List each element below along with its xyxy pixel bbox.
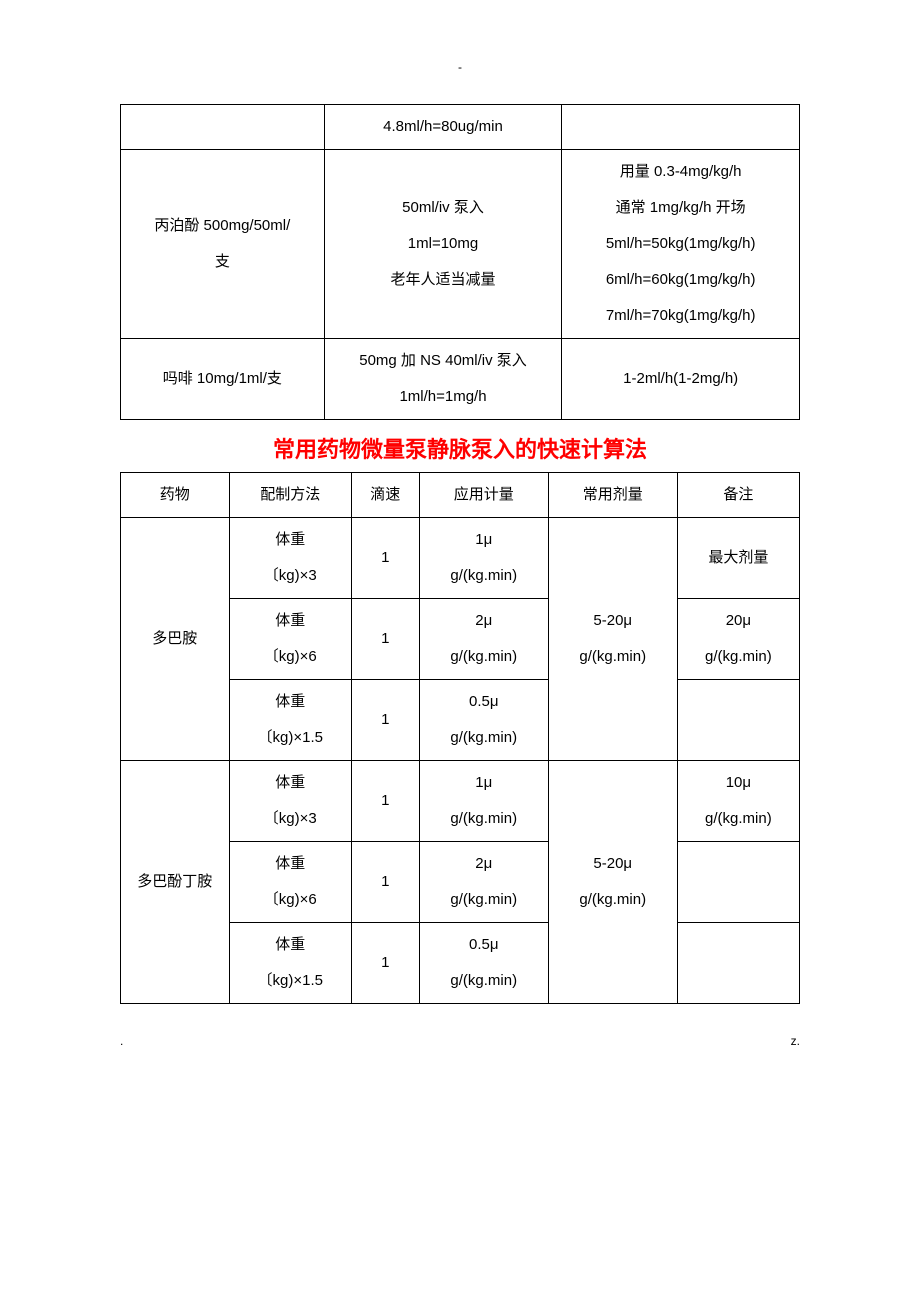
section-heading: 常用药物微量泵静脉泵入的快速计算法 [120,432,800,464]
table-cell: 20μ g/(kg.min) [677,599,799,680]
table-cell: 1 [351,680,419,761]
table-cell: 用量 0.3-4mg/kg/h 通常 1mg/kg/h 开场 5ml/h=50k… [562,150,800,339]
table-header: 药物 [121,473,230,518]
table-row: 丙泊酚 500mg/50ml/ 支 50ml/iv 泵入 1ml=10mg 老年… [121,150,800,339]
table-cell: 体重 〔kg)×3 [229,518,351,599]
table-cell: 1 [351,761,419,842]
table-header: 常用剂量 [548,473,677,518]
table-row: 多巴酚丁胺 体重 〔kg)×3 1 1μ g/(kg.min) 5-20μ g/… [121,761,800,842]
table-cell: 最大剂量 [677,518,799,599]
page-bottom-right-mark: z. [791,1034,800,1048]
table-cell: 2μ g/(kg.min) [419,842,548,923]
table-cell: 1 [351,923,419,1004]
table-cell [677,842,799,923]
table-cell: 1-2ml/h(1-2mg/h) [562,339,800,420]
drug-name-cell: 多巴酚丁胺 [121,761,230,1004]
table-header: 应用计量 [419,473,548,518]
table-cell: 50ml/iv 泵入 1ml=10mg 老年人适当减量 [324,150,562,339]
table-header-row: 药物 配制方法 滴速 应用计量 常用剂量 备注 [121,473,800,518]
table-cell [121,105,325,150]
table-cell: 0.5μ g/(kg.min) [419,680,548,761]
table-header: 配制方法 [229,473,351,518]
table-cell: 0.5μ g/(kg.min) [419,923,548,1004]
table-cell: 丙泊酚 500mg/50ml/ 支 [121,150,325,339]
table-cell [677,680,799,761]
table-cell: 10μ g/(kg.min) [677,761,799,842]
table-1: 4.8ml/h=80ug/min 丙泊酚 500mg/50ml/ 支 50ml/… [120,104,800,420]
table-cell: 吗啡 10mg/1ml/支 [121,339,325,420]
page-footer: . z. [120,1034,800,1048]
table-cell: 1μ g/(kg.min) [419,761,548,842]
table-cell: 体重 〔kg)×3 [229,761,351,842]
table-cell: 体重 〔kg)×1.5 [229,923,351,1004]
table-cell: 50mg 加 NS 40ml/iv 泵入 1ml/h=1mg/h [324,339,562,420]
table-row: 多巴胺 体重 〔kg)×3 1 1μ g/(kg.min) 5-20μ g/(k… [121,518,800,599]
table-cell: 1 [351,518,419,599]
page-top-mark: - [120,60,800,74]
table-header: 备注 [677,473,799,518]
table-cell: 2μ g/(kg.min) [419,599,548,680]
table-cell: 体重 〔kg)×6 [229,842,351,923]
table-cell: 5-20μ g/(kg.min) [548,761,677,1004]
table-2: 药物 配制方法 滴速 应用计量 常用剂量 备注 多巴胺 体重 〔kg)×3 1 … [120,472,800,1004]
table-header: 滴速 [351,473,419,518]
table-cell [677,923,799,1004]
table-cell: 体重 〔kg)×1.5 [229,680,351,761]
page-bottom-left-mark: . [120,1034,123,1048]
table-cell: 5-20μ g/(kg.min) [548,518,677,761]
table-row: 4.8ml/h=80ug/min [121,105,800,150]
table-cell [562,105,800,150]
table-cell: 4.8ml/h=80ug/min [324,105,562,150]
drug-name-cell: 多巴胺 [121,518,230,761]
table-cell: 1μ g/(kg.min) [419,518,548,599]
table-cell: 体重 〔kg)×6 [229,599,351,680]
table-cell: 1 [351,842,419,923]
table-cell: 1 [351,599,419,680]
table-row: 吗啡 10mg/1ml/支 50mg 加 NS 40ml/iv 泵入 1ml/h… [121,339,800,420]
